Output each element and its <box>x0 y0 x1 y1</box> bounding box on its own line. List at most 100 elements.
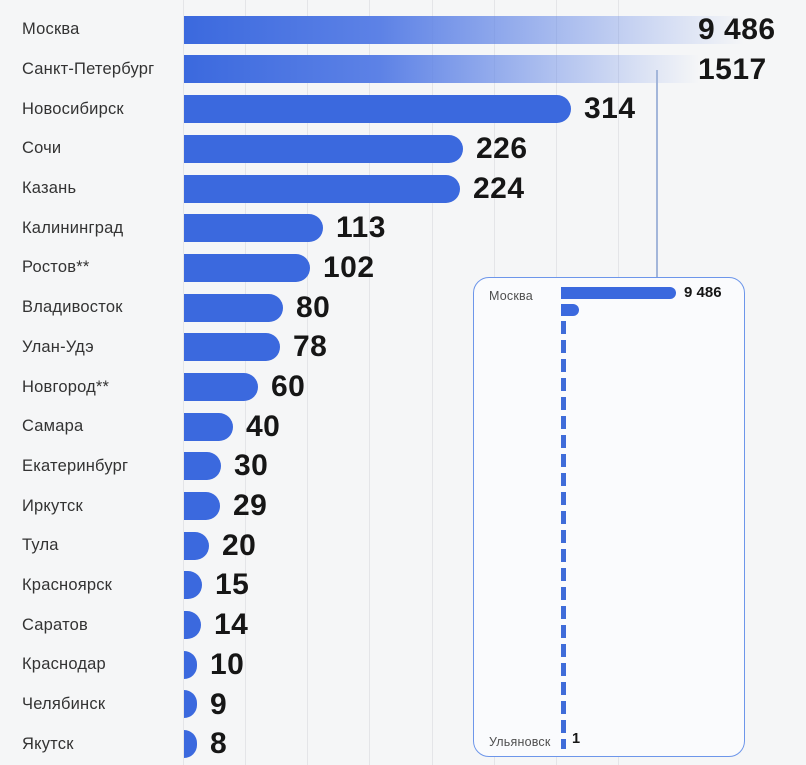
city-label: Санкт-Петербург <box>22 60 155 79</box>
chart-row: Якутск 8 <box>0 724 806 764</box>
value-label: 1517 <box>698 52 767 86</box>
value-label: 8 <box>210 727 228 761</box>
grid-line <box>183 0 184 765</box>
value-bar <box>184 730 197 759</box>
chart-row: Москва 9 486 <box>0 10 806 50</box>
value-bar <box>184 531 209 560</box>
city-label: Тула <box>22 536 59 555</box>
chart-row: Екатеринбург 30 <box>0 447 806 487</box>
value-bar <box>184 333 280 362</box>
grid-line <box>431 0 433 765</box>
value-label: 40 <box>246 409 281 443</box>
chart-row: Казань 224 <box>0 169 806 209</box>
inset-bottom-city-label: Ульяновск <box>489 735 551 749</box>
chart-row: Тула 20 <box>0 526 806 566</box>
city-label: Саратов <box>22 615 88 634</box>
value-label: 9 <box>210 687 228 721</box>
bar-track: 29 <box>184 486 806 526</box>
city-label: Иркутск <box>22 496 83 515</box>
chart-row: Ростов** 102 <box>0 248 806 288</box>
inset-top-value: 9 486 <box>684 284 722 301</box>
chart-row: Новгород** 60 <box>0 367 806 407</box>
value-label: 60 <box>271 370 306 404</box>
bar-track: 80 <box>184 288 806 328</box>
city-label: Челябинск <box>22 695 106 714</box>
value-label: 78 <box>293 330 328 364</box>
chart-row: Челябинск 9 <box>0 685 806 725</box>
inset-chart: Москва 9 486 Ульяновск 1 <box>473 277 745 757</box>
value-bar <box>184 412 233 441</box>
value-bar <box>184 690 197 719</box>
value-bar <box>184 174 460 203</box>
city-label: Красноярск <box>22 575 113 594</box>
bar-track: 78 <box>184 328 806 368</box>
value-label: 9 486 <box>698 12 776 46</box>
inset-leader-line <box>656 70 658 278</box>
value-label: 226 <box>476 131 528 165</box>
chart-row: Сочи 226 <box>0 129 806 169</box>
value-bar <box>184 611 201 640</box>
city-label: Самара <box>22 417 84 436</box>
value-label: 30 <box>234 449 269 483</box>
inset-second-bar <box>561 304 579 316</box>
chart-row: Владивосток 80 <box>0 288 806 328</box>
city-label: Ростов** <box>22 258 90 277</box>
bar-track: 113 <box>184 208 806 248</box>
bar-track: 9 <box>184 685 806 725</box>
bar-track: 14 <box>184 605 806 645</box>
bar-track: 226 <box>184 129 806 169</box>
inset-top-city-label: Москва <box>489 289 533 303</box>
value-label: 314 <box>584 92 636 126</box>
grid-line <box>307 0 309 765</box>
value-label: 29 <box>233 489 268 523</box>
city-label: Екатеринбург <box>22 456 129 475</box>
value-bar <box>184 95 571 124</box>
value-label: 102 <box>323 250 375 284</box>
bar-track: 60 <box>184 367 806 407</box>
chart-row: Калининград 113 <box>0 208 806 248</box>
inset-dashed-line <box>561 321 566 749</box>
value-bar <box>184 293 283 322</box>
bar-track: 15 <box>184 566 806 606</box>
value-label: 14 <box>214 608 249 642</box>
bar-track: 30 <box>184 447 806 487</box>
chart-row: Улан-Удэ 78 <box>0 328 806 368</box>
chart-row: Краснодар 10 <box>0 645 806 685</box>
chart-row: Саратов 14 <box>0 605 806 645</box>
bar-track: 40 <box>184 407 806 447</box>
bar-track: 20 <box>184 526 806 566</box>
city-label: Казань <box>22 179 77 198</box>
value-bar <box>184 372 258 401</box>
bar-track: 1517 <box>184 50 806 90</box>
value-label: 80 <box>296 290 331 324</box>
city-label: Сочи <box>22 139 62 158</box>
value-bar <box>184 492 220 521</box>
city-label: Новосибирск <box>22 99 124 118</box>
value-label: 113 <box>336 211 386 245</box>
city-label: Калининград <box>22 218 124 237</box>
city-label: Владивосток <box>22 298 123 317</box>
chart-row: Санкт-Петербург 1517 <box>0 50 806 90</box>
grid-line <box>369 0 371 765</box>
bar-track: 314 <box>184 89 806 129</box>
value-label: 224 <box>473 171 525 205</box>
bar-track: 8 <box>184 724 806 764</box>
value-label: 15 <box>215 568 250 602</box>
value-bar <box>184 253 310 282</box>
bar-track: 102 <box>184 248 806 288</box>
bar-track: 10 <box>184 645 806 685</box>
bar-track: 9 486 <box>184 10 806 50</box>
city-label: Улан-Удэ <box>22 337 94 356</box>
chart-row: Иркутск 29 <box>0 486 806 526</box>
city-label: Москва <box>22 20 80 39</box>
city-label: Якутск <box>22 734 74 753</box>
inset-bottom-value: 1 <box>572 731 581 747</box>
value-bar <box>184 214 323 243</box>
city-label: Новгород** <box>22 377 110 396</box>
value-bar <box>184 452 221 481</box>
value-bar <box>184 134 463 163</box>
value-bar <box>184 55 744 84</box>
chart-row: Красноярск 15 <box>0 566 806 606</box>
